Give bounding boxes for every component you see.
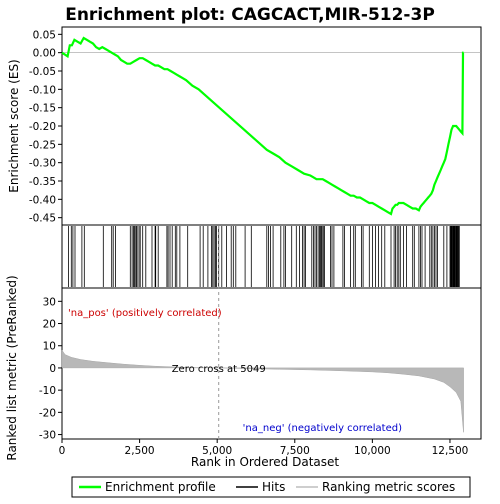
es-axis-label: Enrichment score (ES): [7, 59, 21, 192]
enrichment-profile-line: [61, 36, 465, 216]
chart-title: Enrichment plot: CAGCACT,MIR-512-3P: [65, 5, 435, 25]
es-y-tick-label: -0.20: [29, 121, 56, 133]
rank-y-axis: 30 20 10 0 -10 -20 -30: [39, 296, 62, 442]
es-y-tick-label: -0.05: [29, 66, 56, 78]
negative-correlation-label: 'na_neg' (negatively correlated): [243, 423, 402, 434]
rank-y-tick-label: 0: [49, 363, 56, 375]
es-y-tick-label: -0.15: [29, 103, 56, 115]
legend-label-enrichment: Enrichment profile: [105, 480, 216, 494]
rank-y-tick-label: 30: [43, 296, 56, 308]
rank-y-tick-label: 10: [43, 341, 56, 353]
es-y-tick-label: -0.25: [29, 139, 56, 151]
rank-x-tick-label: 5,000: [202, 445, 232, 457]
rank-x-axis: 0 2,500 5,000 7,500 10,000 12,500: [59, 439, 469, 457]
rank-x-tick-label: 12,500: [432, 445, 469, 457]
es-y-tick-label: -0.40: [29, 194, 56, 206]
rank-x-tick-label: 0: [59, 445, 66, 457]
rank-y-tick-label: -30: [39, 430, 56, 442]
legend-label-hits: Hits: [262, 480, 285, 494]
es-y-tick-label: 0.05: [33, 29, 56, 41]
rank-y-tick-label: 20: [43, 319, 56, 331]
es-y-tick-label: -0.45: [29, 213, 56, 225]
legend-label-ranking: Ranking metric scores: [322, 480, 455, 494]
es-axis: 0.05 0.00 -0.05 -0.10 -0.15 -0.20 -0.25 -0.30 -0…: [29, 29, 62, 225]
rank-x-tick-label: 10,000: [354, 445, 391, 457]
legend-frame: [71, 476, 471, 498]
ranking-metric-area: [61, 349, 464, 433]
hits-marks: [68, 226, 460, 287]
legend: Enrichment profile Hits Ranking metric s…: [71, 476, 471, 498]
rank-y-tick-label: -10: [39, 385, 56, 397]
rank-y-tick-label: -20: [39, 407, 56, 419]
rank-x-tick-label: 2,500: [125, 445, 155, 457]
es-y-tick-label: -0.35: [29, 176, 56, 188]
es-panel-frame: [61, 26, 482, 226]
es-y-tick-label: -0.10: [29, 84, 56, 96]
rank-metric-axis-label: Ranked list metric (PreRanked): [5, 275, 19, 460]
hits-panel-frame: [61, 224, 482, 289]
rank-x-axis-label: Rank in Ordered Dataset: [191, 455, 339, 469]
zero-cross-label: Zero cross at 5049: [172, 364, 266, 375]
positive-correlation-label: 'na_pos' (positively correlated): [68, 308, 222, 319]
es-y-tick-label: 0.00: [33, 48, 56, 60]
es-y-tick-label: -0.30: [29, 158, 56, 170]
rank-panel-frame: [61, 287, 482, 440]
rank-x-tick-label: 7,500: [280, 445, 310, 457]
